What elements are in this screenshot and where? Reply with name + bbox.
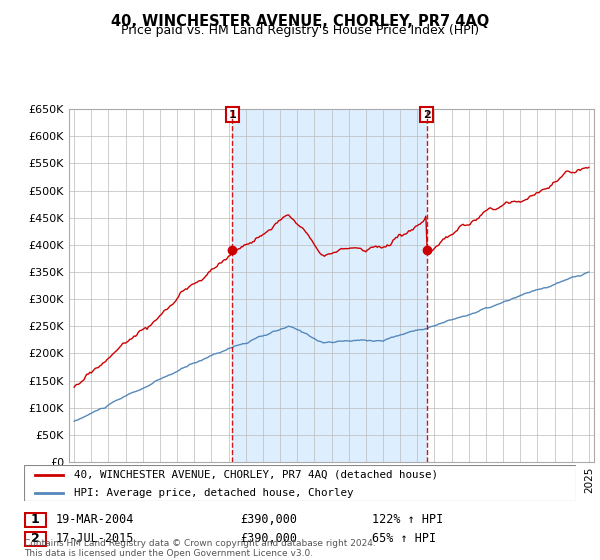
Bar	[232, 109, 427, 462]
Text: 1: 1	[31, 513, 40, 526]
Text: 122% ↑ HPI: 122% ↑ HPI	[372, 513, 443, 526]
Text: 17-JUL-2015: 17-JUL-2015	[56, 532, 134, 545]
Text: 2: 2	[31, 532, 40, 545]
Text: £390,000: £390,000	[240, 513, 297, 526]
Text: 40, WINCHESTER AVENUE, CHORLEY, PR7 4AQ: 40, WINCHESTER AVENUE, CHORLEY, PR7 4AQ	[111, 14, 489, 29]
Text: 1: 1	[228, 110, 236, 120]
Text: HPI: Average price, detached house, Chorley: HPI: Average price, detached house, Chor…	[74, 488, 353, 498]
Text: 65% ↑ HPI: 65% ↑ HPI	[372, 532, 436, 545]
Text: Contains HM Land Registry data © Crown copyright and database right 2024.
This d: Contains HM Land Registry data © Crown c…	[24, 539, 376, 558]
Text: 2: 2	[422, 110, 430, 120]
Text: 19-MAR-2004: 19-MAR-2004	[56, 513, 134, 526]
Text: Price paid vs. HM Land Registry's House Price Index (HPI): Price paid vs. HM Land Registry's House …	[121, 24, 479, 37]
Text: £390,000: £390,000	[240, 532, 297, 545]
Text: 40, WINCHESTER AVENUE, CHORLEY, PR7 4AQ (detached house): 40, WINCHESTER AVENUE, CHORLEY, PR7 4AQ …	[74, 470, 437, 479]
